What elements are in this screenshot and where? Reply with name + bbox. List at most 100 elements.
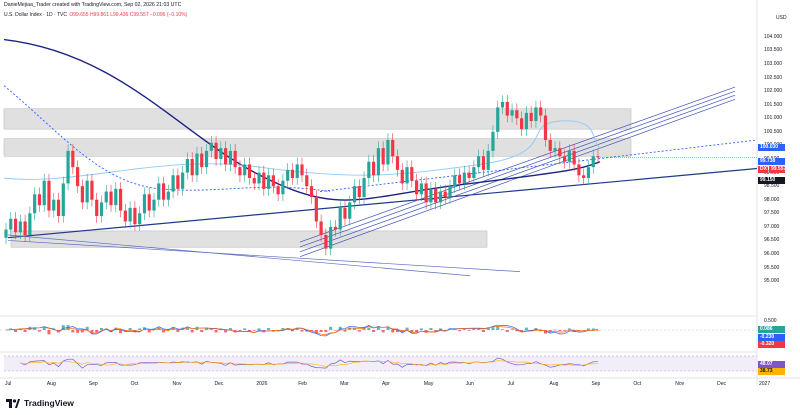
macd-histogram-bar [486, 327, 490, 330]
time-axis-label: Jul [507, 381, 515, 387]
price-axis-label: 95.000 [764, 278, 780, 285]
tag-upper-ma: 100.030 [758, 144, 785, 151]
time-axis-label: Dec [214, 381, 224, 387]
chart-author-line: DanieMejiaa_Trader created with TradingV… [4, 2, 182, 8]
candle [61, 183, 65, 216]
candle [118, 188, 123, 211]
candle [472, 167, 476, 178]
tag-lower-ma: 99.150 [758, 177, 785, 184]
candle [562, 156, 567, 162]
candle [395, 156, 400, 170]
candle [434, 188, 438, 203]
macd-histogram-bar [233, 330, 237, 333]
candle [13, 218, 18, 233]
macd-histogram-bar [510, 329, 514, 330]
macd-histogram-bar [558, 330, 562, 332]
rising-channel-line-3 [299, 86, 736, 243]
candle [419, 183, 423, 195]
candle [176, 175, 180, 189]
macd-histogram-bar [505, 330, 509, 332]
tag-rsi-ma: 38.73 [758, 368, 785, 375]
candle [548, 140, 552, 151]
tag-close-price: 99.738 [758, 158, 785, 165]
macd-histogram-bar [95, 330, 99, 333]
time-axis-label: Nov [172, 381, 182, 387]
candle [138, 213, 142, 225]
macd-histogram-bar [128, 328, 132, 330]
candle [500, 102, 505, 108]
candle [266, 175, 271, 189]
rising-channel-line-1 [299, 94, 736, 253]
support-trendline [7, 167, 758, 239]
candle [200, 153, 204, 168]
macd-histogram-bar [85, 326, 89, 330]
candle [286, 169, 290, 181]
macd-histogram-bar [381, 330, 385, 333]
price-axis-label: 101.500 [764, 101, 783, 108]
macd-histogram-bar [123, 330, 127, 332]
symbol-legend[interactable]: U.S. Dollar Index · 1D · TVC O99.655 H99… [4, 12, 187, 18]
macd-histogram-bar [300, 330, 304, 332]
price-axis-label: 98.500 [764, 183, 780, 190]
candle [486, 150, 490, 170]
macd-histogram-bar [162, 330, 166, 333]
macd-histogram-bar [534, 328, 538, 330]
macd-histogram-bar [61, 325, 65, 330]
time-axis-label: Feb [298, 381, 307, 387]
rsi-band [4, 356, 757, 371]
candle [42, 180, 46, 206]
candle [238, 167, 242, 176]
candle [391, 140, 395, 157]
macd-histogram-bar [467, 330, 471, 331]
candle [438, 191, 443, 203]
candle [18, 221, 22, 233]
candle [305, 175, 309, 187]
candle [281, 180, 285, 195]
lower-zone [10, 230, 488, 248]
candle [582, 175, 586, 178]
dotted-ma-line [319, 139, 758, 193]
candle [80, 186, 84, 203]
footer-brand[interactable]: TradingView [6, 398, 74, 408]
macd-histogram-bar [419, 328, 423, 330]
candle [567, 150, 571, 162]
candle [558, 148, 562, 157]
candle [56, 199, 61, 216]
macd-histogram-bar [257, 328, 261, 330]
ohlc-values: O99.655 H99.861 L99.436 C99.557 −0.096 (… [69, 12, 188, 18]
macd-histogram-bar [429, 328, 433, 330]
candle [477, 156, 481, 168]
time-axis-label: Sep [88, 381, 98, 387]
macd-histogram-bar [47, 330, 51, 335]
price-axis-label: 97.500 [764, 210, 780, 217]
macd-histogram-bar [190, 330, 194, 333]
currency-label[interactable]: USD [776, 15, 787, 21]
candle [181, 172, 185, 189]
macd-histogram-bar [353, 327, 357, 330]
dotted-early-ma [3, 85, 331, 193]
candle [28, 213, 32, 235]
macd-histogram-bar [348, 327, 352, 330]
candle [405, 167, 409, 184]
candle [462, 172, 466, 184]
candle [314, 197, 318, 222]
macd-histogram-bar [458, 330, 462, 332]
candle [257, 172, 261, 184]
macd-histogram-bar [76, 330, 80, 333]
time-axis-label: Oct [633, 381, 642, 387]
candle [166, 191, 170, 200]
candle [505, 102, 509, 116]
candle [37, 194, 42, 206]
candle [243, 164, 247, 176]
candle [9, 218, 13, 230]
candle [233, 150, 237, 168]
candle [591, 156, 595, 168]
macd-histogram-bar [338, 326, 342, 330]
candle [133, 207, 137, 225]
macd-histogram-bar [415, 330, 419, 332]
candle [510, 110, 514, 116]
macd-histogram-bar [357, 330, 361, 332]
macd-histogram-bar [539, 330, 543, 332]
candle [219, 148, 223, 159]
